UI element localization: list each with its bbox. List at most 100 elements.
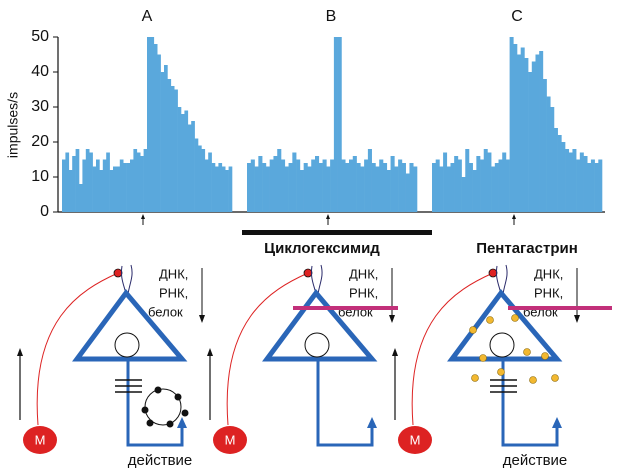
- bar: [543, 79, 547, 212]
- bar: [357, 163, 361, 212]
- axon-arrowhead: [367, 417, 377, 428]
- bar: [123, 163, 127, 212]
- bar: [484, 149, 488, 212]
- motor-label: М: [225, 432, 236, 447]
- bar: [96, 160, 100, 213]
- bar: [323, 160, 327, 213]
- bar: [598, 160, 602, 213]
- dna-label: ДНК,: [534, 266, 563, 281]
- bar: [133, 149, 137, 212]
- bar: [99, 170, 103, 212]
- down-arrowhead: [389, 315, 395, 323]
- motor-fiber: [37, 273, 118, 425]
- bar: [413, 167, 417, 213]
- bar: [86, 149, 90, 212]
- axon-arrowhead: [552, 417, 562, 428]
- bar: [137, 153, 141, 213]
- gastrin-dot: [487, 317, 494, 324]
- bar: [443, 153, 447, 213]
- stimulus-arrowhead: [326, 214, 330, 219]
- gastrin-dot: [480, 355, 487, 362]
- nucleus: [490, 333, 514, 357]
- bar: [178, 107, 182, 212]
- bar: [167, 79, 171, 212]
- bar: [198, 146, 202, 213]
- bar: [502, 153, 506, 213]
- bar: [584, 156, 588, 212]
- dendrite: [121, 265, 132, 294]
- bar: [469, 163, 473, 212]
- bar: [524, 58, 528, 212]
- dna-label: ДНК,: [159, 266, 188, 281]
- bar: [262, 163, 266, 212]
- bar: [120, 160, 124, 213]
- bar: [353, 156, 357, 212]
- down-arrowhead: [574, 315, 580, 323]
- bar: [106, 153, 110, 213]
- bar: [144, 149, 148, 212]
- motor-terminal: [489, 269, 497, 277]
- bar: [379, 160, 383, 213]
- bar: [394, 167, 398, 213]
- granule: [155, 387, 162, 394]
- panel-title: C: [511, 8, 523, 25]
- bar: [450, 163, 454, 212]
- bar: [576, 160, 580, 213]
- y-tick-label: 50: [31, 28, 49, 45]
- bar: [307, 167, 311, 213]
- bar: [476, 156, 480, 212]
- bar: [127, 163, 131, 212]
- bar: [506, 160, 510, 213]
- bar: [76, 149, 80, 212]
- bar: [218, 163, 222, 212]
- bar: [311, 160, 315, 213]
- bar: [251, 160, 255, 213]
- dendrite: [496, 265, 507, 294]
- motor-terminal: [304, 269, 312, 277]
- bar: [130, 160, 134, 213]
- bar: [247, 163, 251, 212]
- bar: [188, 125, 192, 213]
- bar: [110, 170, 114, 212]
- axon: [128, 360, 182, 445]
- panel-title: B: [326, 8, 337, 25]
- drug-label: Циклогексимид: [264, 240, 380, 257]
- bar: [82, 160, 86, 213]
- bar: [409, 163, 413, 212]
- bar: [345, 163, 349, 212]
- drug-label: Пентагастрин: [476, 240, 578, 257]
- gastrin-dot: [498, 369, 505, 376]
- bar: [281, 160, 285, 213]
- bar: [439, 167, 443, 213]
- y-tick-label: 30: [31, 98, 49, 115]
- bar: [184, 111, 188, 213]
- bar: [436, 160, 440, 213]
- bar: [383, 163, 387, 212]
- bar: [255, 167, 259, 213]
- bar: [447, 167, 451, 213]
- bar: [368, 149, 372, 212]
- gastrin-dot: [512, 315, 519, 322]
- granule: [175, 394, 182, 401]
- bar: [89, 153, 93, 213]
- bar: [208, 153, 212, 213]
- gastrin-dot: [524, 349, 531, 356]
- nucleus: [115, 333, 139, 357]
- rna-label: РНК,: [159, 285, 188, 300]
- bar: [487, 153, 491, 213]
- bar: [212, 163, 216, 212]
- up-arrowhead: [207, 348, 213, 356]
- bar: [72, 156, 76, 212]
- granule: [182, 410, 189, 417]
- bar: [587, 163, 591, 212]
- gastrin-dot: [542, 353, 549, 360]
- bar: [225, 170, 229, 212]
- bar: [285, 167, 289, 213]
- motor-label: М: [410, 432, 421, 447]
- bar: [300, 170, 304, 212]
- up-arrowhead: [17, 348, 23, 356]
- bar: [229, 167, 233, 213]
- bar: [191, 121, 195, 212]
- nucleus: [305, 333, 329, 357]
- bar: [402, 163, 406, 212]
